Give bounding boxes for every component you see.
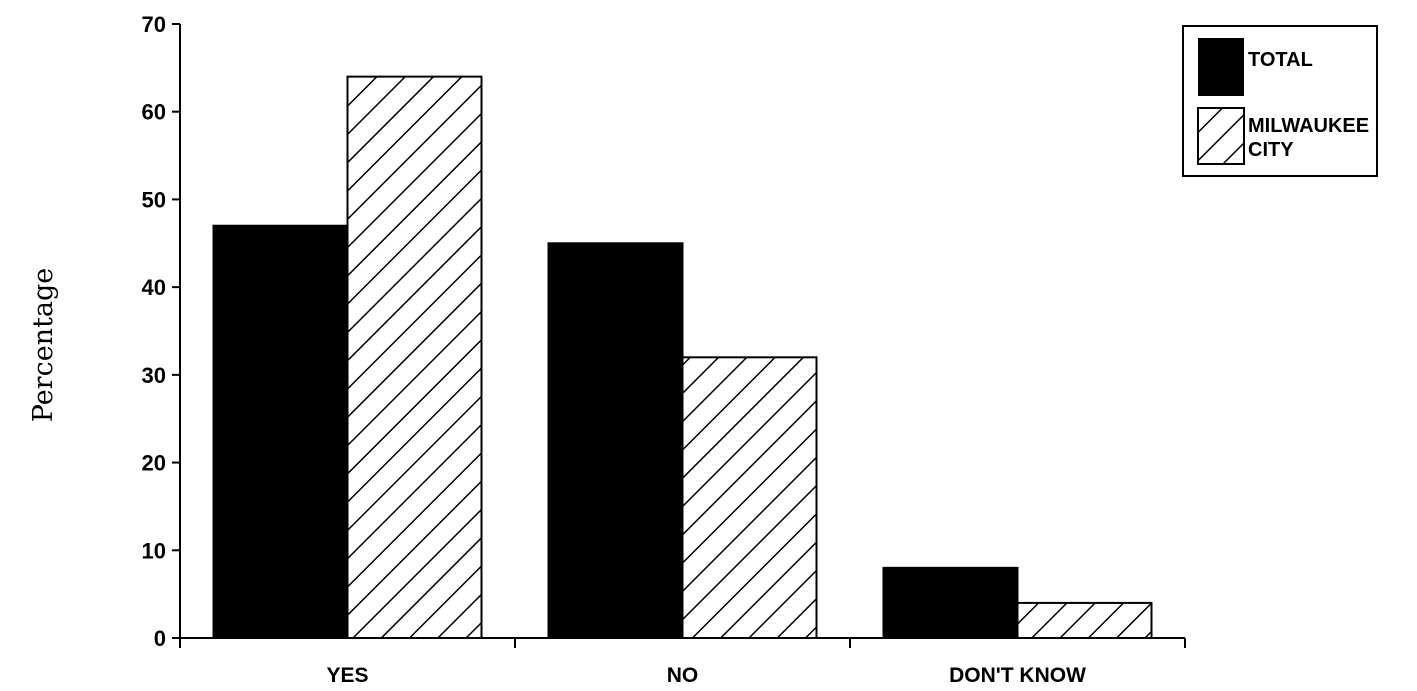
- bar-total: [212, 224, 349, 639]
- y-tick-label: 70: [142, 12, 166, 37]
- bar-total: [547, 242, 684, 640]
- bars-group: [212, 75, 1153, 640]
- y-tick-label: 10: [142, 538, 166, 563]
- y-tick-label: 50: [142, 187, 166, 212]
- y-axis-label: Percentage: [28, 268, 59, 423]
- y-tick-label: 60: [142, 100, 166, 125]
- bar-milwaukee-city: [346, 75, 483, 639]
- legend-label-milwaukee: MILWAUKEE CITY: [1248, 115, 1375, 161]
- y-axis: 0 10 20 30 40 50 60 70: [142, 12, 181, 651]
- legend-label-milwaukee-line1: MILWAUKEE: [1248, 115, 1369, 137]
- bar-total: [882, 566, 1019, 639]
- x-category-label: DON'T KNOW: [949, 664, 1086, 687]
- legend-label-milwaukee-line2: CITY: [1248, 139, 1294, 161]
- x-category-label: NO: [667, 664, 699, 687]
- bar-milwaukee-city: [1016, 601, 1153, 640]
- y-tick-label: 40: [142, 275, 166, 300]
- y-tick-label: 30: [142, 363, 166, 388]
- legend: TOTAL MILWAUKEE CITY: [1182, 25, 1378, 177]
- bar-milwaukee-city: [681, 356, 818, 639]
- y-tick-label: 20: [142, 451, 166, 476]
- legend-swatch-milwaukee: [1197, 107, 1245, 165]
- legend-swatch-total: [1198, 38, 1244, 96]
- legend-label-total: TOTAL: [1248, 49, 1313, 71]
- x-axis: YES NO DON'T KNOW: [179, 637, 1186, 687]
- x-category-label: YES: [326, 664, 368, 687]
- y-tick-label: 0: [154, 626, 166, 651]
